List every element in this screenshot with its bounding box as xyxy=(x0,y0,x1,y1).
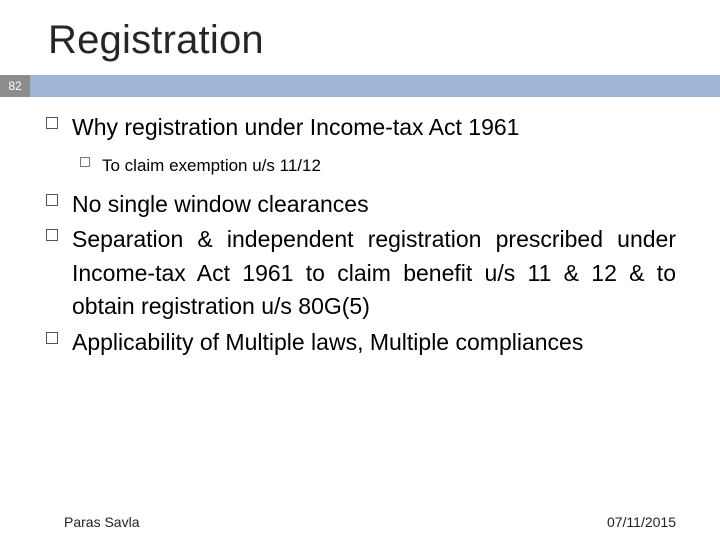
sub-bullet-item: To claim exemption u/s 11/12 xyxy=(102,154,676,178)
accent-bar: 82 xyxy=(0,75,720,97)
bullet-text: Applicability of Multiple laws, Multiple… xyxy=(72,326,676,359)
bullet-text: Separation & independent registration pr… xyxy=(72,223,676,323)
footer: Paras Savla 07/11/2015 xyxy=(64,514,676,530)
bullet-item: Why registration under Income-tax Act 19… xyxy=(72,111,676,178)
bullet-text: No single window clearances xyxy=(72,188,676,221)
slide-title: Registration xyxy=(48,18,720,63)
footer-author: Paras Savla xyxy=(64,514,139,530)
square-bullet-icon xyxy=(46,194,58,206)
page-number-badge: 82 xyxy=(0,75,30,97)
bullet-item: Separation & independent registration pr… xyxy=(72,223,676,323)
square-bullet-icon xyxy=(46,229,58,241)
square-bullet-icon xyxy=(46,332,58,344)
footer-date: 07/11/2015 xyxy=(607,514,676,530)
sub-bullet-text: To claim exemption u/s 11/12 xyxy=(102,154,676,178)
bullet-text: Why registration under Income-tax Act 19… xyxy=(72,111,676,144)
bullet-item: No single window clearances xyxy=(72,188,676,221)
slide: Registration 82 Why registration under I… xyxy=(0,18,720,558)
sub-list: To claim exemption u/s 11/12 xyxy=(102,154,676,178)
bullet-item: Applicability of Multiple laws, Multiple… xyxy=(72,326,676,359)
content-area: Why registration under Income-tax Act 19… xyxy=(0,97,720,359)
square-bullet-icon xyxy=(46,117,58,129)
square-bullet-icon xyxy=(80,157,90,167)
